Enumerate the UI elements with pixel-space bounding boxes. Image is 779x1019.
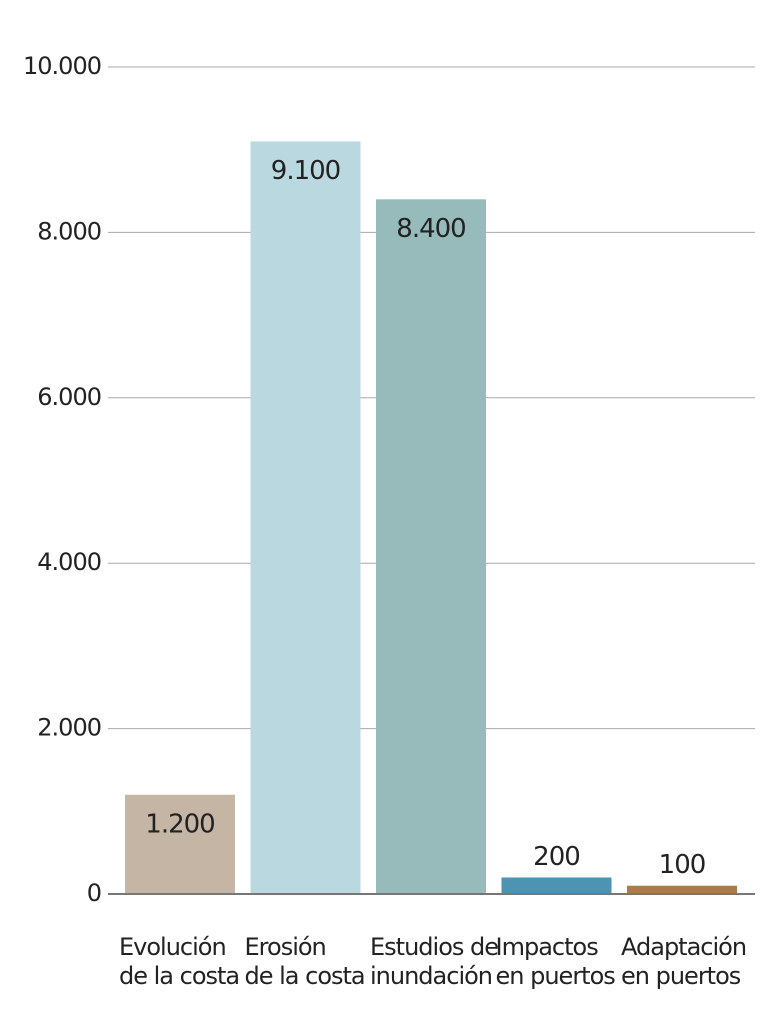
- bar: [125, 794, 235, 894]
- x-tick-label: Evolución: [119, 933, 226, 961]
- value-label: 8.400: [396, 214, 465, 244]
- x-tick-label: inundación: [370, 962, 492, 990]
- bar: [376, 199, 486, 894]
- value-label: 1.200: [145, 809, 214, 839]
- x-tick-label: en puertos: [496, 962, 616, 990]
- x-tick-label: Erosión: [245, 933, 326, 961]
- y-tick-label: 2.000: [37, 714, 101, 742]
- x-tick-label: Impactos: [496, 933, 599, 961]
- y-tick-label: 0: [87, 879, 101, 907]
- y-tick-label: 8.000: [37, 217, 101, 245]
- x-tick-label: Estudios de: [370, 933, 498, 961]
- value-label: 100: [659, 850, 706, 880]
- bar: [501, 877, 612, 894]
- x-tick-label: de la costa: [245, 962, 365, 990]
- x-tick-label: en puertos: [621, 962, 741, 990]
- bar: [250, 141, 361, 894]
- bar: [627, 885, 737, 894]
- x-tick-label: Adaptación: [621, 933, 746, 961]
- y-tick-label: 10.000: [23, 52, 101, 80]
- y-tick-label: 6.000: [37, 383, 101, 411]
- x-tick-label: de la costa: [119, 962, 239, 990]
- y-tick-label: 4.000: [37, 548, 101, 576]
- value-label: 200: [533, 842, 580, 872]
- value-label: 9.100: [271, 156, 340, 186]
